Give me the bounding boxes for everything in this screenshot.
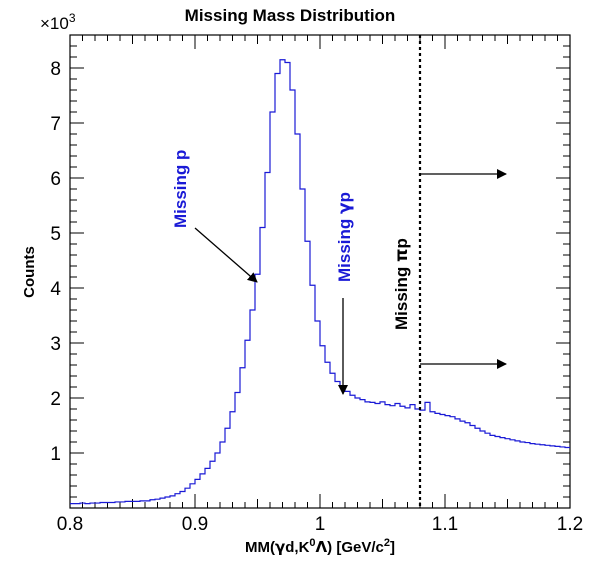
annotation-missing-p: Missing p (171, 150, 190, 228)
tick-labels: 0.8 0.9 1 1.1 1.2 1 2 3 4 5 6 7 8 (50, 59, 583, 535)
y-tick-label: 5 (50, 224, 61, 245)
y-tick-label: 4 (50, 279, 61, 300)
x-axis-title: MM(γd,K0Λ) [GeV/c2] (245, 537, 395, 556)
annotation-missing-pi-p: Missing πp (392, 238, 412, 330)
chart-title: Missing Mass Distribution (185, 6, 396, 25)
y-tick-label: 1 (50, 444, 61, 465)
y-tick-label: 7 (50, 114, 61, 135)
x-tick-label: 1.1 (432, 514, 458, 535)
x-tick-label: 0.8 (57, 514, 83, 535)
arrow-missing-p (194, 227, 258, 283)
x-tick-label: 0.9 (182, 514, 208, 535)
y-axis-title: Counts (21, 246, 38, 298)
y-multiplier: ×103 (40, 11, 76, 33)
x-tick-label: 1 (315, 514, 326, 535)
x-tick-label: 1.2 (557, 514, 583, 535)
y-tick-label: 6 (50, 169, 61, 190)
axis-ticks (69, 34, 571, 509)
y-tick-label: 8 (50, 59, 61, 80)
annotation-missing-gamma-p: Missing γp (335, 192, 355, 282)
y-tick-label: 2 (50, 389, 61, 410)
histogram-series (70, 59, 570, 505)
y-tick-label: 3 (50, 334, 61, 355)
